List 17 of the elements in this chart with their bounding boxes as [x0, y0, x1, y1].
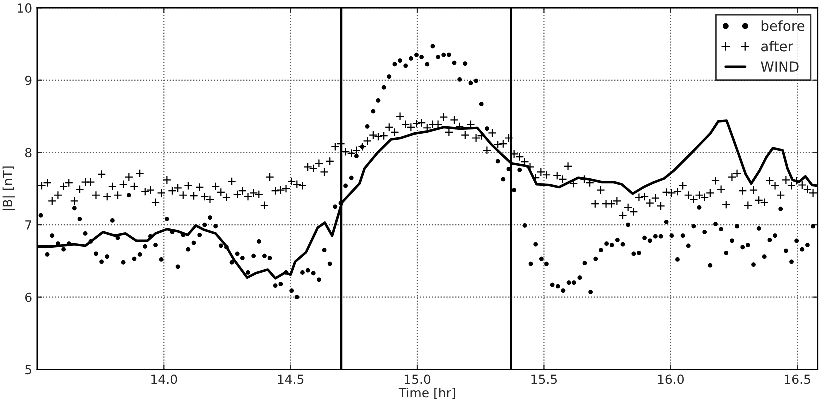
x-tick-label: 14.5: [278, 374, 304, 384]
x-tick-label: 16.0: [658, 374, 684, 384]
legend-label: before: [762, 20, 805, 32]
x-axis-title: Time [hr]: [398, 388, 456, 400]
y-tick-label: 5: [26, 365, 32, 375]
y-axis-title: |B| [nT]: [2, 166, 16, 210]
y-tick-label: 6: [26, 292, 32, 302]
legend-label: after: [761, 40, 794, 52]
legend-label: WIND: [761, 62, 799, 72]
x-tick-label: 16.5: [785, 374, 810, 384]
y-tick-label: 10: [18, 4, 32, 14]
y-tick-label: 7: [26, 220, 32, 230]
x-tick-label: 15.0: [404, 374, 431, 384]
x-tick-label: 14.0: [152, 374, 178, 384]
y-tick-label: 8: [25, 148, 32, 158]
y-tick-label: 9: [25, 76, 32, 86]
x-tick-label: 15.5: [532, 374, 558, 384]
